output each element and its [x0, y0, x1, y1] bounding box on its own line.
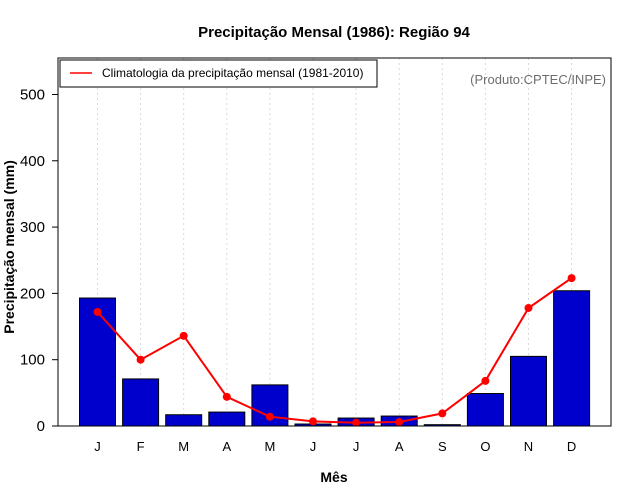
line-point [93, 307, 102, 316]
line-point [438, 409, 447, 418]
y-tick-label: 500 [20, 86, 45, 103]
bar [466, 393, 504, 427]
x-tick-label: F [137, 439, 145, 454]
line-point [179, 331, 188, 340]
line-point [265, 412, 274, 421]
line-point [136, 355, 145, 364]
y-tick-label: 100 [20, 352, 45, 369]
chart-title: Precipitação Mensal (1986): Região 94 [198, 24, 470, 41]
y-axis-label: Precipitação mensal (mm) [1, 160, 17, 334]
bar [79, 297, 116, 427]
line-point [309, 417, 317, 426]
x-tick-label: A [222, 439, 231, 454]
bar [165, 414, 203, 427]
line-point [481, 376, 490, 385]
line-point [222, 392, 231, 401]
line-point [567, 274, 576, 283]
bar [510, 355, 547, 427]
vertical-grid-lines [97, 58, 573, 426]
bar [553, 290, 591, 427]
x-tick-label: A [395, 439, 404, 454]
bar [122, 378, 160, 427]
x-tick-label: S [438, 439, 447, 454]
bar [208, 411, 246, 427]
x-tick-label: J [353, 439, 360, 454]
x-tick-label: M [178, 439, 189, 454]
y-tick-label: 200 [20, 285, 45, 302]
x-tick-label: M [264, 439, 275, 454]
y-axis: 0 100 200 300 400 500 [20, 86, 59, 435]
x-axis-label: Mês [320, 469, 347, 485]
x-tick-label: J [94, 439, 101, 454]
climatology-line-series [93, 274, 576, 427]
line-point [395, 418, 404, 427]
legend-box [59, 59, 378, 88]
bar-series [79, 290, 591, 427]
source-credit: (Produto:CPTEC/INPE) [470, 72, 606, 87]
x-tick-label: J [310, 439, 317, 454]
x-tick-label: D [567, 439, 576, 454]
x-tick-label: O [480, 439, 490, 454]
climatology-line [96, 277, 573, 424]
line-point [352, 418, 361, 427]
legend-label: Climatologia da precipitação mensal (198… [102, 66, 363, 80]
x-tick-label: N [524, 439, 533, 454]
legend: Climatologia da precipitação mensal (198… [59, 59, 378, 88]
y-tick-label: 400 [20, 153, 45, 170]
y-tick-label: 300 [20, 219, 45, 236]
y-tick-label: 0 [37, 418, 45, 435]
line-point [524, 303, 533, 312]
